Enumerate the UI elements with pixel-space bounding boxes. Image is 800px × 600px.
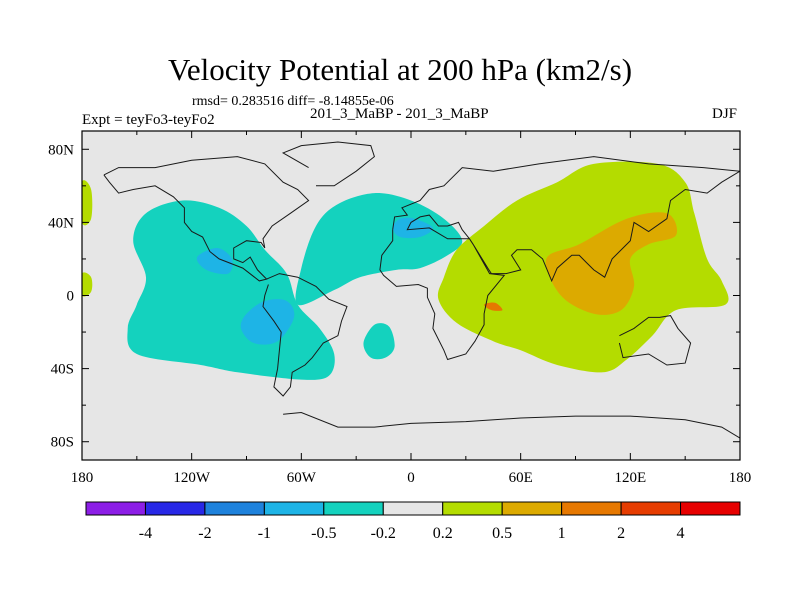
x-tick-label: 120E [614,470,646,486]
experiment-subtitle: 201_3_MaBP - 201_3_MaBP [310,106,489,122]
asia-maximum [545,212,678,315]
colorbar-box [382,501,444,516]
season-label: DJF [712,106,738,122]
colorbar-box [501,501,563,516]
colorbar-label: -4 [139,525,152,542]
x-tick-label: 0 [407,470,415,486]
x-tick-label: 60E [509,470,533,486]
antarctica-coast [283,411,740,439]
rmsd-diff-stats: rmsd= 0.283516 diff= -8.14855e-06 [192,94,394,109]
colorbar-label: 4 [677,525,685,542]
australia-coast [618,315,692,366]
y-tick-label: 40S [51,362,74,378]
y-tick-label: 0 [67,289,75,305]
x-tick-label: 180 [71,470,94,486]
colorbar-label: -0.2 [371,525,396,542]
colorbar-box [204,501,265,516]
colorbar-box [561,501,622,516]
coastlines [103,141,740,439]
colorbar-label: 2 [617,525,625,542]
colorbar-box [442,501,503,516]
colorbar-label: -0.5 [311,525,336,542]
contour-fills [82,161,729,380]
y-tick-label: 40N [48,215,74,231]
y-tick-label: 80S [51,435,74,451]
colorbar-box [263,501,325,516]
north-pacific-minimum [196,247,233,275]
south-america-coast [262,273,348,397]
greenland-coast [281,141,375,187]
colorbar-label: -2 [198,525,211,542]
north-america-coast [103,156,310,282]
peak-maximum [484,302,503,311]
colorbar-box [144,501,206,516]
dateline-positive-tropics [82,272,93,297]
colorbar-box [620,501,682,516]
colorbar-box [680,501,741,516]
colorbar-label: 1 [558,525,566,542]
colorbar-box [85,501,146,516]
x-tick-label: 120W [173,470,211,486]
chart-title: Velocity Potential at 200 hPa (km2/s) [167,52,633,87]
dateline-positive-north [82,180,93,226]
y-tick-label: 80N [48,142,74,158]
north-atlantic-minimum [392,217,433,239]
x-tick-label: 180 [729,470,752,486]
eurasia-africa-coast [379,156,740,361]
colorbar-label: 0.5 [492,525,512,542]
experiment-label: Expt = teyFo3-teyFo2 [82,112,215,128]
colorbar-label: -1 [258,525,271,542]
x-tick-label: 60W [287,470,317,486]
colorbar-box [323,501,384,516]
south-atlantic-negative [363,323,395,360]
colorbar-label: 0.2 [433,525,453,542]
